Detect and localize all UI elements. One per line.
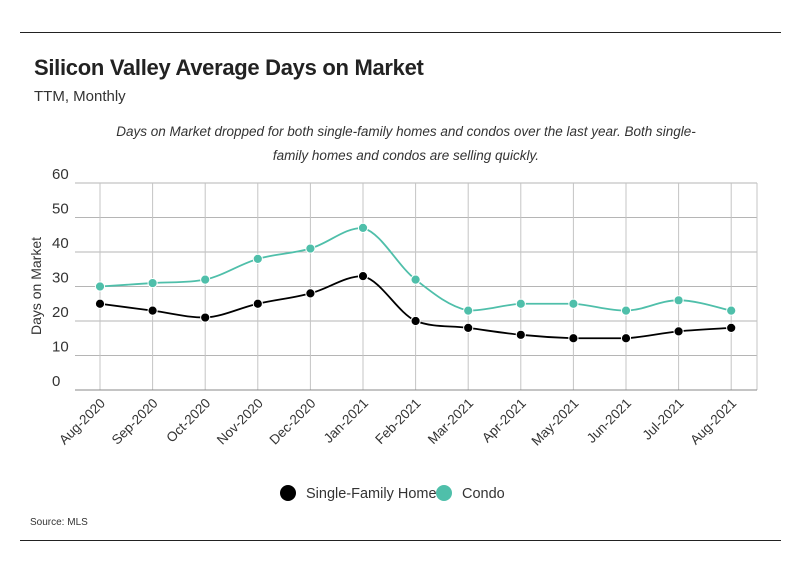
data-point-condo [357, 222, 369, 233]
y-tick-label: 30 [52, 270, 69, 287]
x-tick-label: Aug-2021 [687, 396, 739, 448]
data-point-single-family-home [305, 288, 316, 299]
data-point-single-family-home [620, 333, 632, 344]
data-point-condo [463, 305, 474, 316]
source-note: Source: MLS [30, 517, 88, 528]
legend-marker-single-family-home [280, 485, 296, 501]
y-tick-label: 60 [52, 166, 69, 183]
x-tick-label: Apr-2021 [479, 396, 529, 446]
data-point-single-family-home [568, 333, 579, 344]
x-tick-label: Feb-2021 [372, 396, 423, 447]
x-tick-label: Aug-2020 [56, 396, 108, 448]
x-tick-label: Jul-2021 [639, 396, 686, 443]
data-point-condo [305, 243, 316, 254]
data-point-condo [568, 298, 579, 309]
data-point-condo [515, 298, 526, 309]
data-point-single-family-home [200, 312, 211, 323]
data-point-single-family-home [147, 305, 158, 316]
x-tick-label: Nov-2020 [214, 396, 266, 448]
y-tick-label: 20 [52, 304, 69, 321]
y-axis-label: Days on Market [28, 237, 44, 335]
data-point-single-family-home [726, 322, 737, 333]
data-point-single-family-home [252, 298, 263, 309]
data-point-single-family-home [673, 326, 684, 337]
data-point-condo [147, 277, 158, 289]
data-point-condo [673, 295, 684, 306]
y-tick-label: 50 [52, 201, 69, 218]
legend-marker-condo [436, 485, 452, 501]
data-point-condo [726, 305, 737, 316]
data-point-single-family-home [410, 315, 421, 327]
x-tick-label: Mar-2021 [425, 396, 476, 447]
x-tick-label: Oct-2020 [163, 396, 213, 446]
legend-label-single-family-home: Single-Family Home [306, 486, 437, 502]
chart-title: Silicon Valley Average Days on Market [34, 55, 424, 80]
data-point-single-family-home [94, 298, 106, 309]
y-tick-label: 10 [52, 339, 69, 356]
chart-annotation: Days on Market dropped for both single-f… [116, 124, 696, 163]
x-tick-label: Jun-2021 [584, 396, 634, 446]
x-tick-label: Dec-2020 [267, 396, 319, 448]
x-tick-label: May-2021 [528, 396, 581, 449]
data-point-condo [94, 281, 106, 292]
data-point-condo [252, 253, 263, 264]
x-tick-label: Jan-2021 [321, 396, 371, 446]
data-point-condo [620, 305, 632, 316]
legend-label-condo: Condo [462, 486, 505, 502]
y-tick-label: 40 [52, 235, 69, 252]
data-point-condo [200, 274, 211, 285]
data-point-condo [410, 274, 421, 285]
x-tick-label: Sep-2020 [109, 396, 161, 448]
data-point-single-family-home [515, 329, 526, 340]
y-tick-label: 0 [52, 373, 60, 390]
bottom-rule [20, 540, 781, 541]
data-point-single-family-home [357, 271, 369, 282]
chart-subtitle: TTM, Monthly [34, 88, 126, 105]
top-rule [20, 32, 781, 33]
data-point-single-family-home [463, 322, 474, 333]
